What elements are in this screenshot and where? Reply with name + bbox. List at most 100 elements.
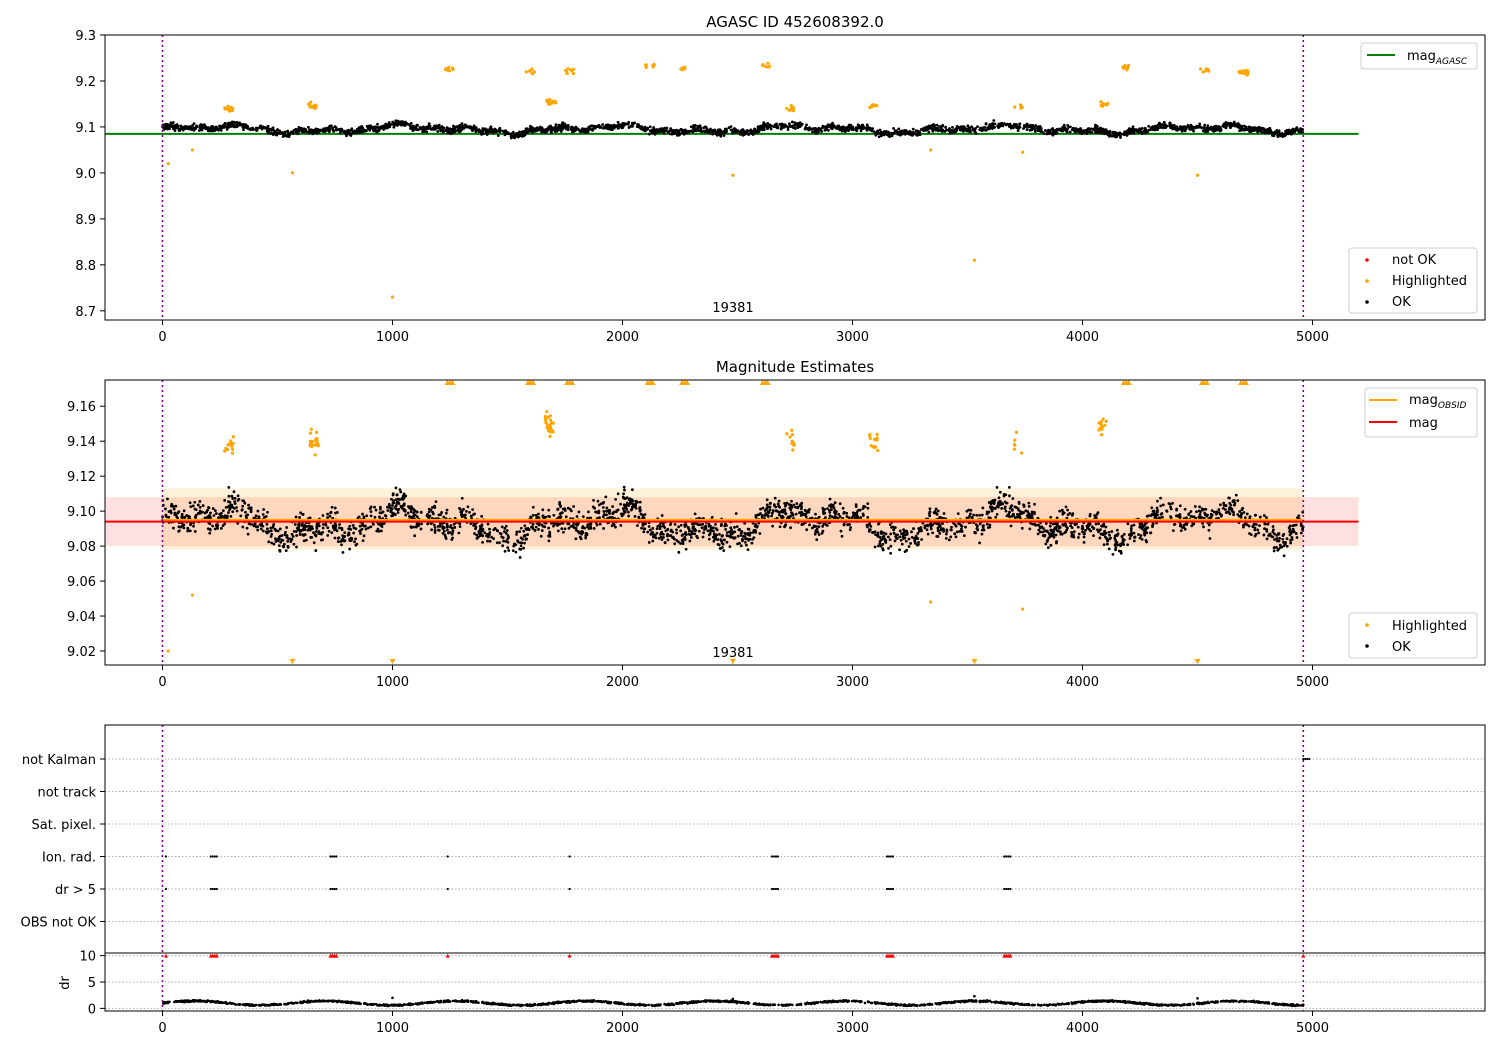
highlighted-point [1013,105,1017,109]
ok-point [1262,514,1266,517]
ok-point [1219,503,1222,507]
ok-point [271,133,275,137]
ok-point [1185,516,1188,520]
ok-point [713,537,717,541]
ok-point [919,529,923,533]
ok-point [214,509,217,513]
ok-point [1202,126,1206,130]
ok-point [765,503,769,507]
ok-point [1161,503,1165,507]
ok-point [1292,530,1296,533]
ok-point [602,510,606,513]
ok-point [504,531,508,535]
ok-point [1046,546,1050,550]
ok-point [771,509,775,513]
ok-point [794,505,797,509]
ok-point [817,533,821,536]
ok-point [1068,130,1072,134]
ok-point [688,539,692,543]
ok-point [1265,537,1269,541]
ok-point [235,506,238,509]
ok-point [169,124,173,128]
ok-point [1212,510,1216,514]
ok-point [1228,507,1231,511]
ok-point [1147,514,1151,518]
ok-point [1188,127,1192,131]
ok-point [293,523,297,526]
ok-point [607,126,610,130]
ok-point [514,550,518,554]
ok-point [193,500,197,504]
ok-point [361,539,365,543]
ok-point [733,127,736,130]
ok-point [911,133,914,137]
ok-point [383,514,387,517]
ok-point [343,531,347,535]
ok-point [1062,127,1066,131]
ok-point [776,502,780,506]
ok-point [630,488,634,492]
ok-point [436,125,439,129]
ok-point [789,526,793,530]
ok-point [378,511,382,515]
ok-point [744,543,748,547]
ok-point [387,502,391,506]
ok-point [691,130,695,134]
ok-point [666,538,670,542]
highlighted-point [1237,70,1242,74]
ok-point [1092,534,1095,538]
ok-point [713,128,716,132]
ok-point [395,493,399,497]
ok-point [556,126,559,130]
ok-point [348,524,352,528]
ok-point [1064,505,1068,509]
ok-point [451,128,455,131]
ok-point [212,128,215,132]
x-tick-label: 0 [158,330,166,345]
ok-point [741,133,745,137]
ok-point [1276,134,1279,138]
ok-point [498,130,502,134]
ok-point [739,130,743,134]
ok-point [646,127,650,131]
ok-point [646,530,650,534]
ok-point [457,531,461,535]
ok-point [882,130,886,133]
ok-point [352,526,356,530]
ok-point [1240,513,1243,516]
ok-point [180,125,183,129]
ok-point [299,511,303,515]
ok-point [790,499,793,503]
ok-point [1284,541,1288,545]
ok-point [415,128,419,131]
ok-point [208,531,212,535]
ok-point [1145,130,1148,134]
ok-point [360,124,364,128]
ok-point [815,538,819,542]
ok-point [575,515,579,518]
ok-point [321,538,325,542]
ok-point [783,508,787,512]
highlighted-point [1021,150,1025,154]
ok-point [779,127,783,131]
ok-point [1210,513,1214,517]
ok-point [929,524,933,528]
ok-point [689,125,693,129]
ok-point [781,125,785,129]
ok-point [1117,132,1121,136]
ok-point [1049,515,1053,519]
ok-point [988,523,992,527]
ok-point [376,527,380,531]
ok-point [1299,531,1303,535]
ok-point [1241,506,1245,510]
ok-point [850,126,854,130]
ok-point [460,127,464,131]
ok-point [669,523,672,527]
ok-point [411,516,415,519]
ok-point [184,125,188,128]
ok-point [746,537,749,541]
ok-point [1151,525,1154,529]
ok-point [1157,121,1161,125]
ok-point [169,511,173,515]
ok-point [955,126,959,130]
